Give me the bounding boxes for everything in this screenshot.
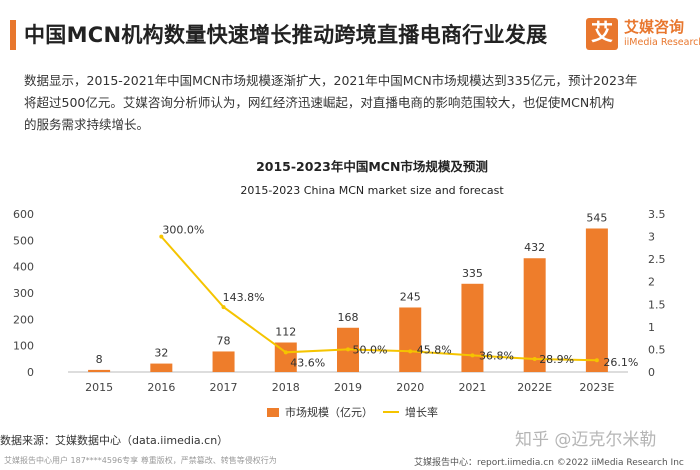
y-right-tick-label: 0.5 [648,343,666,356]
growth-value-label: 50.0% [353,343,388,356]
bar-value-label: 32 [154,347,168,360]
chart-axes: 0 100 200 300 400 500 600 0 0.5 1 1.5 2 2.5 3 3.5 2015 2… [13,208,666,394]
x-tick-label: 2019 [334,381,362,394]
bar-value-label: 168 [338,311,359,324]
bar [523,258,546,372]
x-tick-label: 2017 [210,381,238,394]
chart-title: 2015-2023年中国MCN市场规模及预测 [256,159,488,174]
x-tick-label: 2020 [396,381,424,394]
growth-value-label: 143.8% [223,291,265,304]
brand-name-cn: 艾媒咨询 [624,18,685,36]
growth-point [159,234,164,239]
y-left-tick-label: 200 [13,313,34,326]
brand-name-en: iiMedia Research [624,37,700,48]
title-accent-bar [10,20,16,50]
growth-line [160,235,597,362]
bar [88,369,111,372]
growth-line-series: 300.0% 143.8% 43.6% 50.0% 45.8% 36.8% 28.9% 26.… [159,224,638,369]
x-tick-label: 2021 [458,381,486,394]
summary-paragraph: 数据显示，2015-2021年中国MCN市场规模逐渐扩大，2021年中国MCN市… [24,70,684,136]
legend-bar-label: 市场规模（亿元） [285,405,373,419]
data-source: 数据来源：艾媒数据中心（data.iimedia.cn） [0,434,229,447]
summary-line: 的服务需求持续增长。 [24,117,150,132]
mcn-market-chart: 2015-2023年中国MCN市场规模及预测 2015-2023 China M… [13,159,666,419]
growth-point [470,353,475,358]
growth-point [283,350,288,355]
y-left-tick-label: 600 [13,208,34,221]
y-left-tick-label: 0 [27,366,34,379]
page-title: 中国MCN机构数量快速增长推动跨境直播电商行业发展 [24,23,548,47]
bar [212,351,235,372]
bar-value-label: 112 [275,326,296,339]
x-tick-label: 2016 [147,381,175,394]
growth-value-label: 28.9% [539,353,574,366]
chart-container: 2015-2023年中国MCN市场规模及预测 2015-2023 China M… [0,150,700,432]
brand-mark-icon: 艾 [586,18,618,50]
y-left-tick-label: 100 [13,340,34,353]
bar-value-label: 432 [524,241,545,254]
y-right-tick-label: 3.5 [648,208,666,221]
bar [585,228,608,372]
growth-value-label: 45.8% [417,343,452,356]
x-tick-label: 2015 [85,381,113,394]
summary-line: 将超过500亿元。艾媒咨询分析师认为，网红经济迅速崛起，对直播电商的影响范围较大… [24,95,615,110]
bar-value-label: 245 [400,290,421,303]
legend-line-label: 增长率 [405,405,438,419]
x-tick-label: 2023E [579,381,614,394]
y-right-tick-label: 2.5 [648,253,666,266]
watermark: 知乎 @迈克尔米勒 [515,430,657,450]
chart-subtitle: 2015-2023 China MCN market size and fore… [240,184,504,197]
y-left-tick-label: 400 [13,261,34,274]
y-right-tick-label: 1 [648,321,655,334]
y-right-tick-label: 3 [648,231,655,244]
bar-value-label: 78 [217,334,231,347]
bar-value-label: 8 [96,353,103,366]
growth-point [346,347,350,352]
growth-value-label: 36.8% [479,349,514,362]
y-left-tick-label: 300 [13,287,34,300]
y-right-tick-label: 0 [648,366,655,379]
y-left-tick-label: 500 [13,234,34,247]
bar-value-label: 545 [586,211,607,224]
bar-value-label: 335 [462,267,483,280]
growth-point [221,305,226,310]
brand-logo: 艾 艾媒咨询 iiMedia Research [586,14,700,58]
x-tick-label: 2022E [517,381,552,394]
bar [150,363,173,372]
x-tick-label: 2018 [272,381,300,394]
growth-point [532,356,537,361]
chart-legend: 市场规模（亿元） 增长率 [267,405,438,419]
bar [399,307,422,372]
growth-value-label: 43.6% [290,356,325,369]
y-right-tick-label: 1.5 [648,298,666,311]
growth-point [408,349,413,354]
report-center-note: 艾媒报告中心：report.iimedia.cn ©2022 iiMedia R… [414,458,684,468]
growth-point [594,358,599,363]
summary-line: 数据显示，2015-2021年中国MCN市场规模逐渐扩大，2021年中国MCN市… [24,73,638,88]
bar [274,342,297,372]
bar [461,283,484,372]
bar-series: 8 32 78 112 168 245 335 432 545 [88,211,608,372]
legend-bar-swatch [267,408,279,417]
y-right-tick-label: 2 [648,276,655,289]
growth-value-label: 26.1% [603,356,638,369]
growth-value-label: 300.0% [162,224,204,237]
license-note: 艾媒报告中心用户 187****4596专享 尊重版权，严禁篡改、转售等侵权行为 [4,456,277,465]
